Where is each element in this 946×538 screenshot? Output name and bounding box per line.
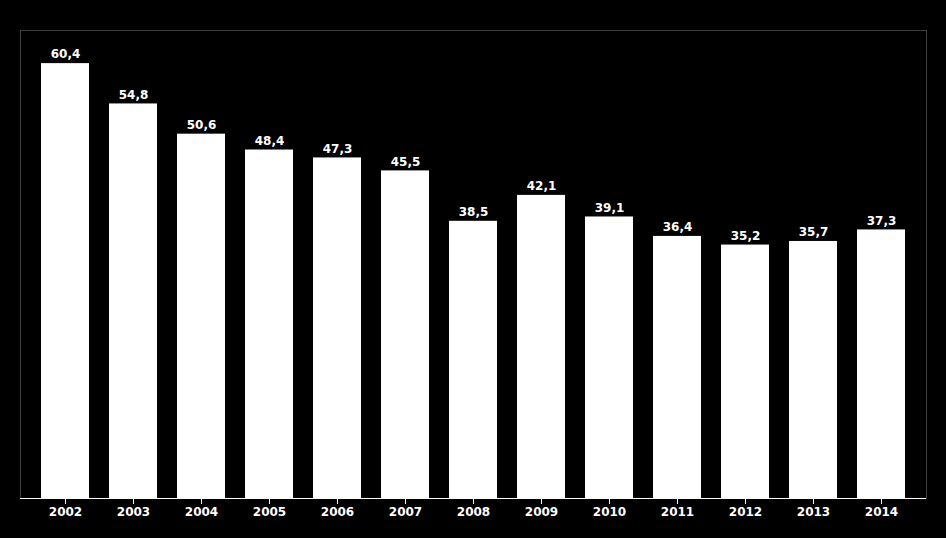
svg-text:42,1: 42,1 [527, 179, 557, 193]
svg-text:48,4: 48,4 [255, 134, 285, 148]
svg-text:2011: 2011 [661, 505, 694, 519]
svg-text:2013: 2013 [797, 505, 830, 519]
svg-text:2009: 2009 [525, 505, 558, 519]
svg-text:54,8: 54,8 [119, 88, 149, 102]
svg-text:2007: 2007 [389, 505, 422, 519]
svg-text:38,5: 38,5 [459, 205, 489, 219]
svg-text:35,7: 35,7 [799, 225, 829, 239]
svg-text:47,3: 47,3 [323, 142, 353, 156]
svg-text:36,4: 36,4 [663, 220, 693, 234]
svg-text:50,6: 50,6 [187, 118, 217, 132]
svg-text:2014: 2014 [865, 505, 898, 519]
svg-text:39,1: 39,1 [595, 201, 625, 215]
svg-text:2006: 2006 [321, 505, 354, 519]
svg-text:2008: 2008 [457, 505, 490, 519]
svg-text:37,3: 37,3 [867, 214, 897, 228]
svg-text:45,5: 45,5 [391, 155, 421, 169]
svg-text:2002: 2002 [49, 505, 82, 519]
svg-text:60,4: 60,4 [51, 47, 81, 61]
svg-text:2012: 2012 [729, 505, 762, 519]
svg-text:2005: 2005 [253, 505, 286, 519]
svg-text:2003: 2003 [117, 505, 150, 519]
svg-text:35,2: 35,2 [731, 229, 761, 243]
svg-text:2010: 2010 [593, 505, 626, 519]
svg-text:2004: 2004 [185, 505, 218, 519]
